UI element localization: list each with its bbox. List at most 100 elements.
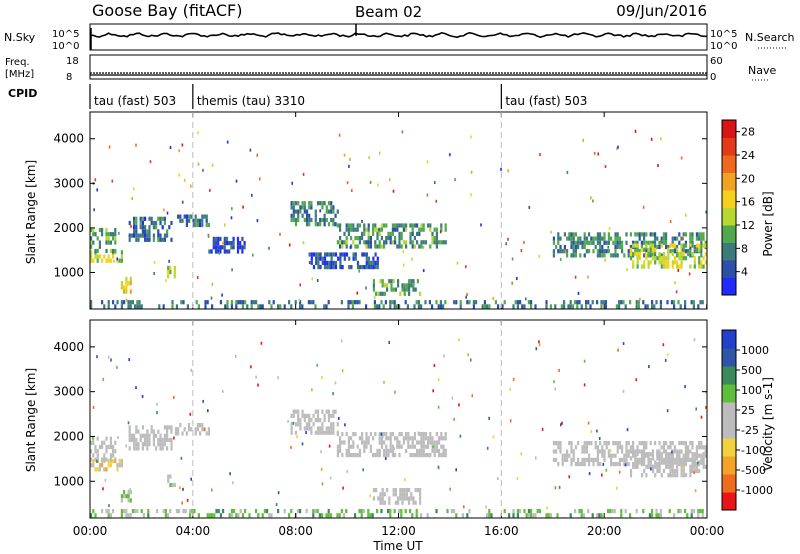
echo-cell <box>159 446 162 451</box>
echo-cell <box>699 300 702 305</box>
echo-cell <box>343 256 346 261</box>
echo-cell <box>411 223 414 228</box>
echo-cell <box>581 462 584 467</box>
echo-cell <box>698 260 701 265</box>
echo-cell <box>680 457 683 462</box>
echo-cell <box>231 481 234 485</box>
echo-cell <box>616 236 619 241</box>
echo-cell <box>678 256 681 261</box>
echo-cell <box>365 244 368 249</box>
echo-cell <box>669 452 672 457</box>
echo-cell <box>181 143 184 147</box>
echo-cell <box>654 460 657 465</box>
echo-cell <box>345 227 348 232</box>
echo-cell <box>147 513 150 518</box>
echo-cell <box>168 437 171 443</box>
echo-cell <box>397 500 400 505</box>
echo-cell <box>380 244 383 249</box>
echo-cell <box>616 253 619 258</box>
echo-cell <box>693 452 696 457</box>
x-tick-label: 04:00 <box>176 524 211 538</box>
echo-cell <box>332 426 335 431</box>
echo-cell <box>409 236 412 241</box>
echo-cell <box>141 425 144 430</box>
echo-cell <box>563 300 566 305</box>
echo-cell <box>556 513 559 518</box>
echo-cell <box>588 441 591 446</box>
echo-cell <box>523 240 525 244</box>
echo-cell <box>130 433 133 438</box>
echo-cell <box>383 492 386 497</box>
echo-cell <box>677 300 680 305</box>
echo-cell <box>662 468 666 474</box>
echo-cell <box>705 406 707 409</box>
echo-cell <box>680 156 683 160</box>
echo-cell <box>298 299 301 303</box>
echo-cell <box>514 300 517 305</box>
echo-cell <box>330 209 333 214</box>
echo-cell <box>612 253 615 258</box>
echo-cell <box>308 252 311 257</box>
echo-cell <box>204 300 207 305</box>
echo-cell <box>449 487 451 491</box>
echo-cell <box>193 509 196 514</box>
echo-cell <box>572 457 575 462</box>
echo-cell <box>671 468 674 474</box>
echo-cell <box>572 244 575 250</box>
echo-cell <box>632 449 635 454</box>
echo-cell <box>403 496 406 501</box>
echo-cell <box>197 131 199 135</box>
echo-cell <box>246 304 249 309</box>
echo-cell <box>217 249 220 254</box>
echo-cell <box>110 358 112 362</box>
echo-cell <box>673 460 677 465</box>
echo-cell <box>128 429 131 434</box>
echo-cell <box>676 473 679 478</box>
echo-cell <box>146 437 149 443</box>
echo-cell <box>372 223 375 228</box>
echo-cell <box>317 265 320 270</box>
echo-cell <box>148 233 151 238</box>
echo-cell <box>511 257 514 261</box>
echo-cell <box>442 448 445 453</box>
echo-cell <box>334 265 338 270</box>
echo-cell <box>433 448 436 453</box>
echo-cell <box>611 509 614 514</box>
echo-cell <box>367 227 370 232</box>
echo-cell <box>468 509 471 514</box>
echo-cell <box>174 431 177 436</box>
echo-cell <box>660 445 663 450</box>
echo-cell <box>642 205 645 209</box>
echo-cell <box>424 300 427 305</box>
echo-cell <box>340 300 343 305</box>
echo-cell <box>616 244 619 250</box>
echo-cell <box>634 251 637 257</box>
echo-cell <box>422 448 425 453</box>
echo-cell <box>439 300 442 305</box>
echo-cell <box>372 488 375 493</box>
echo-cell <box>152 429 155 434</box>
echo-cell <box>418 244 421 249</box>
echo-cell <box>627 462 630 467</box>
echo-cell <box>585 249 588 254</box>
echo-cell <box>90 300 93 305</box>
echo-cell <box>349 300 352 305</box>
echo-cell <box>377 183 379 187</box>
echo-cell <box>431 448 434 453</box>
echo-cell <box>325 304 328 309</box>
echo-cell <box>572 236 575 241</box>
echo-cell <box>360 509 363 514</box>
echo-cell <box>398 444 401 449</box>
echo-cell <box>235 179 238 183</box>
echo-cell <box>592 199 594 203</box>
echo-cell <box>466 300 469 305</box>
echo-cell <box>587 421 590 425</box>
echo-cell <box>665 244 668 250</box>
echo-cell <box>112 300 115 305</box>
echo-cell <box>403 478 406 482</box>
echo-cell <box>412 279 415 284</box>
echo-cell <box>130 437 133 443</box>
echo-cell <box>157 216 160 221</box>
echo-cell <box>308 201 311 206</box>
echo-cell <box>117 436 119 439</box>
